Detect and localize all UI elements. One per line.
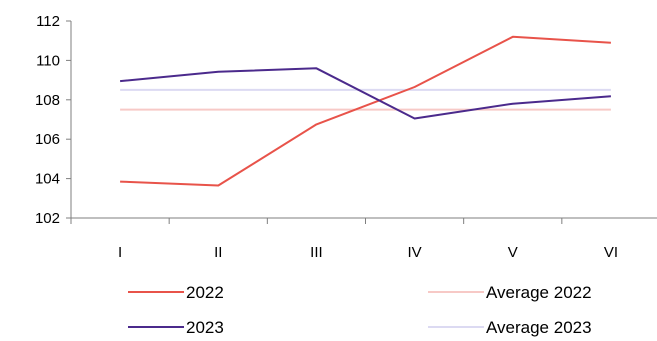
legend-label-average-2022: Average 2022 — [486, 283, 592, 302]
x-tick-label: IV — [407, 244, 421, 261]
series-line-2023 — [120, 67, 611, 120]
y-tick-labels: 102 104 106 108 110 112 — [35, 13, 60, 227]
legend: 2022 2023 Average 2022 Average 2023 — [128, 283, 592, 337]
y-tick-label: 102 — [35, 210, 60, 227]
legend-label-2023: 2023 — [186, 318, 224, 337]
x-tick-label: II — [214, 244, 222, 261]
legend-label-2022: 2022 — [186, 283, 224, 302]
axes — [66, 20, 657, 224]
y-tick-label: 104 — [35, 171, 60, 188]
series-lines — [120, 35, 611, 187]
y-tick-label: 112 — [36, 13, 60, 30]
x-tick-label: VI — [604, 244, 618, 261]
x-tick-label: I — [118, 244, 122, 261]
legend-label-average-2023: Average 2023 — [486, 318, 592, 337]
x-tick-label: III — [310, 244, 323, 261]
x-tick-labels: I II III IV V VI — [118, 244, 618, 261]
y-tick-label: 106 — [35, 131, 60, 148]
y-tick-label: 108 — [35, 92, 60, 109]
y-tick-label: 110 — [36, 52, 60, 69]
series-line-2022 — [120, 35, 611, 187]
x-tick-label: V — [508, 244, 518, 261]
